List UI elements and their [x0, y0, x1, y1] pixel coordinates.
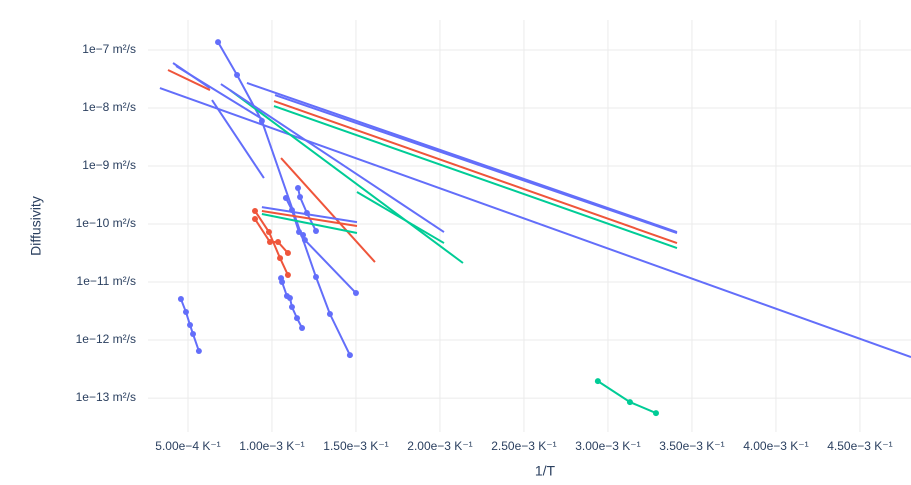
x-tick-label: 1.00e−3 K⁻¹	[239, 439, 304, 453]
x-tick-label: 4.00e−3 K⁻¹	[743, 439, 808, 453]
data-point	[288, 304, 295, 311]
series-line	[261, 213, 358, 234]
y-axis-title: Diffusivity	[28, 196, 44, 256]
grid	[148, 20, 911, 432]
data-point	[234, 71, 241, 78]
data-point	[300, 232, 307, 239]
y-tick-label: 1e−8 m²/s	[82, 100, 136, 114]
data-point	[266, 239, 273, 246]
x-tick-label: 2.00e−3 K⁻¹	[407, 439, 472, 453]
data-point	[265, 229, 272, 236]
series-line	[211, 99, 265, 179]
data-point	[652, 410, 659, 417]
data-point	[252, 216, 259, 223]
series-line	[261, 206, 358, 224]
y-tick-label: 1e−10 m²/s	[76, 216, 136, 230]
data-point	[279, 279, 286, 286]
series-line	[261, 209, 358, 227]
data-point	[626, 399, 633, 406]
data-point	[284, 272, 291, 279]
series-line	[175, 65, 265, 121]
data-point	[215, 39, 222, 46]
data-point	[297, 194, 304, 201]
y-tick-label: 1e−11 m²/s	[77, 274, 136, 288]
y-tick-label: 1e−13 m²/s	[76, 390, 136, 404]
data-point	[299, 325, 306, 332]
series-line	[246, 82, 678, 233]
data-point	[275, 239, 282, 246]
series-line	[297, 187, 317, 232]
x-axis-title: 1/T	[535, 463, 556, 479]
x-tick-label: 1.50e−3 K⁻¹	[323, 439, 388, 453]
series-line	[229, 89, 464, 264]
data-point	[312, 274, 319, 281]
series-line	[273, 105, 678, 249]
x-tick-label: 5.00e−4 K⁻¹	[155, 439, 220, 453]
x-tick-label: 4.50e−3 K⁻¹	[827, 439, 892, 453]
data-point	[186, 321, 193, 328]
series-line	[220, 83, 445, 233]
data-point	[352, 290, 359, 297]
x-tick-label: 3.00e−3 K⁻¹	[575, 439, 640, 453]
x-tick-label: 2.50e−3 K⁻¹	[491, 439, 556, 453]
data-point	[177, 296, 184, 303]
series-line	[159, 87, 911, 359]
series-line	[217, 41, 351, 356]
data-point	[294, 315, 301, 322]
x-tick-label: 3.50e−3 K⁻¹	[659, 439, 724, 453]
data-point	[195, 348, 202, 355]
series-line	[167, 69, 211, 91]
data-point	[346, 352, 353, 359]
y-tick-label: 1e−7 m²/s	[82, 42, 136, 56]
data-point	[594, 378, 601, 385]
plot-area	[159, 39, 911, 417]
series-line	[280, 157, 376, 263]
y-tick-label: 1e−9 m²/s	[82, 158, 136, 172]
labels: 5.00e−4 K⁻¹ 1.00e−3 K⁻¹ 1.50e−3 K⁻¹ 2.00e−3…	[76, 42, 893, 453]
series-line	[254, 210, 289, 276]
data-point	[277, 255, 284, 262]
data-point	[295, 184, 302, 191]
series-line	[273, 100, 678, 244]
data-point	[301, 237, 308, 244]
data-point	[252, 207, 259, 214]
data-point	[284, 250, 291, 257]
series-line	[254, 218, 289, 254]
y-tick-label: 1e−12 m²/s	[76, 332, 136, 346]
data-point	[282, 195, 289, 202]
data-point	[312, 228, 319, 235]
data-point	[190, 331, 197, 338]
series-line	[274, 94, 678, 234]
series-line	[304, 239, 357, 294]
data-point	[326, 311, 333, 318]
data-point	[286, 295, 293, 302]
data-point	[182, 309, 189, 316]
